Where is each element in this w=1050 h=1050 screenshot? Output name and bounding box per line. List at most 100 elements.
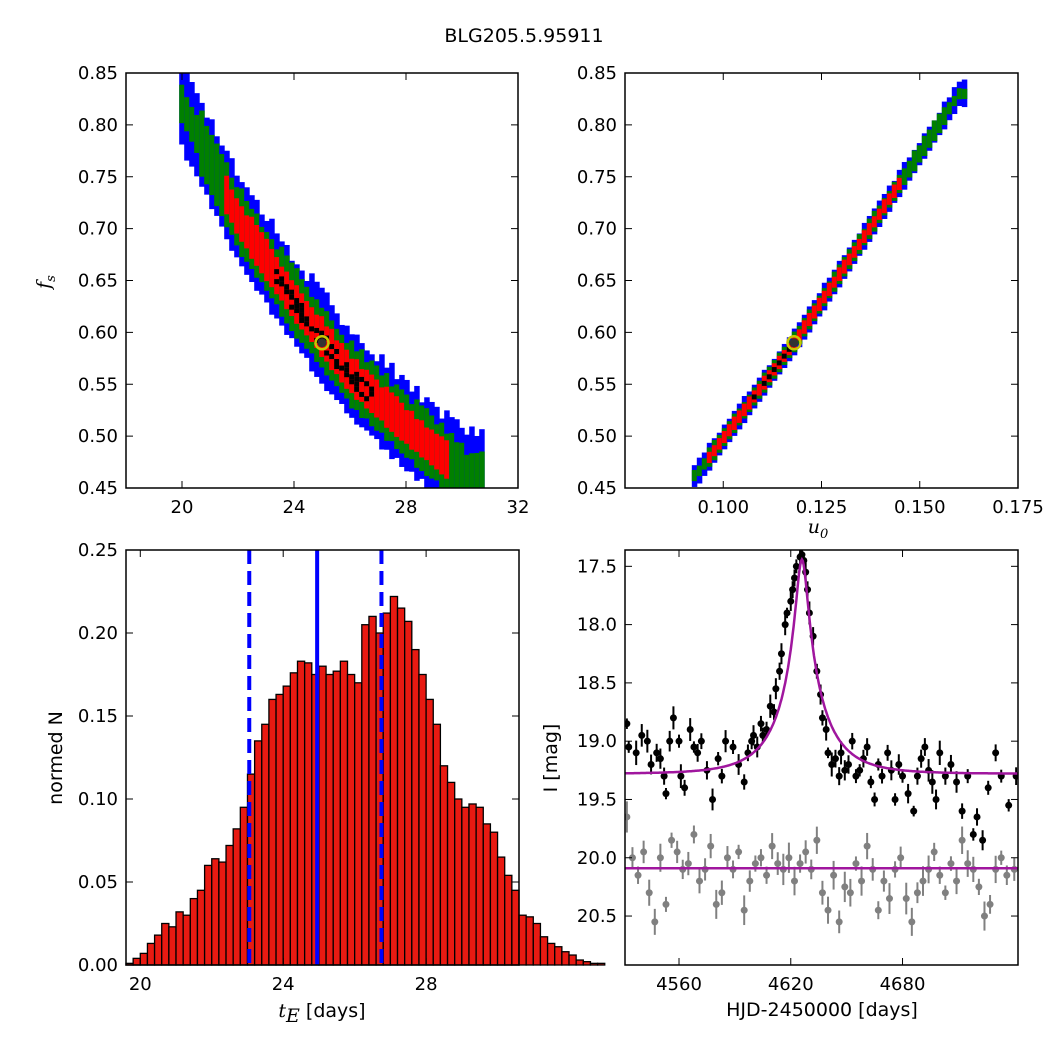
x-tick-label: 0.125	[796, 497, 848, 518]
density-cell-red	[229, 189, 235, 223]
density-cell-red	[726, 424, 733, 437]
histogram-bar	[582, 961, 592, 966]
fs-tE-ticks: 20 24 28 32 0.45 0.50 0.55 0.60 0.65 0.70 0.75 0.80…	[78, 63, 530, 518]
y-tick-label: 18.0	[577, 615, 617, 636]
density-cell-red	[444, 440, 450, 479]
histogram-bar	[161, 922, 170, 966]
density-cell-green	[946, 102, 953, 115]
histogram-bar	[475, 806, 484, 966]
density-cell-black	[344, 367, 350, 373]
density-cell-green	[951, 96, 958, 107]
data-point-black	[824, 749, 832, 757]
data-point-black	[653, 749, 661, 757]
data-point-grey	[751, 860, 759, 868]
data-point-black	[841, 766, 849, 774]
density-cell-black	[314, 327, 320, 333]
density-cell-green	[189, 106, 195, 142]
density-cell-red	[394, 396, 400, 437]
histogram-bar	[153, 934, 163, 966]
data-point-black	[722, 737, 730, 745]
density-cell-green	[926, 129, 933, 148]
y-tick-label: 0.50	[78, 426, 118, 447]
x-tick-label: 24	[272, 974, 295, 995]
data-point-black	[822, 726, 830, 734]
density-cell-green	[474, 453, 480, 488]
data-point-grey	[986, 900, 994, 908]
y-tick-label: 0.45	[78, 478, 118, 499]
density-cell-red	[374, 379, 380, 418]
density-cell-black	[289, 294, 295, 300]
density-cell-red	[756, 383, 763, 396]
density-cell-red	[439, 436, 445, 475]
data-point-black	[969, 830, 977, 838]
density-cell-black	[364, 381, 370, 387]
density-cell-red	[334, 340, 340, 375]
density-cell-black	[364, 396, 370, 402]
histogram-bar	[303, 662, 313, 966]
data-point-black	[776, 667, 784, 675]
density-cell-green	[961, 88, 968, 100]
y-tick-label: 0.55	[78, 374, 118, 395]
histogram-bar	[253, 740, 263, 966]
best-fit-center	[789, 338, 799, 348]
data-point-black	[947, 760, 955, 768]
density-cell-red	[736, 410, 743, 423]
histogram-bar	[504, 874, 513, 966]
density-cell-red	[811, 305, 818, 319]
data-point-black	[772, 685, 780, 693]
density-cell-green	[464, 454, 470, 488]
histogram-bar	[282, 685, 291, 966]
data-point-grey	[818, 889, 826, 897]
data-point-grey	[863, 842, 871, 850]
y-tick-label: 0.70	[577, 219, 617, 240]
data-point-grey	[936, 871, 944, 879]
density-cell-black	[329, 354, 335, 360]
y-tick-label: 0.80	[78, 115, 118, 136]
histogram-bar	[418, 673, 427, 966]
data-point-grey	[846, 889, 854, 897]
density-cell-green	[901, 168, 908, 185]
histogram-bar	[346, 673, 356, 966]
data-point-grey	[757, 854, 765, 862]
density-cell-red	[379, 387, 385, 421]
data-point-black	[958, 807, 966, 815]
data-point-black	[964, 772, 972, 780]
panel-fs-vs-u0: 0.100 0.125 0.150 0.175 0.45 0.50 0.55 0.60 0.65…	[577, 63, 1044, 542]
density-cell-red	[419, 420, 425, 458]
histogram-bar	[196, 889, 206, 966]
data-point-grey	[913, 889, 921, 897]
density-cell-red	[746, 396, 753, 410]
density-cell-black	[349, 379, 355, 385]
density-cell-black	[369, 391, 375, 397]
histogram-bar	[546, 942, 556, 966]
density-cell-black	[274, 279, 280, 285]
fs-u0-ticks: 0.100 0.125 0.150 0.175 0.45 0.50 0.55 0.60 0.65…	[577, 63, 1044, 518]
density-cell-red	[339, 343, 345, 383]
histogram-bar	[561, 951, 570, 966]
density-cell-green	[906, 160, 913, 178]
density-cell-black	[354, 376, 360, 382]
fs-u0-xlabel: u0	[808, 516, 829, 542]
density-cell-red	[254, 224, 260, 266]
x-tick-label: 4560	[656, 974, 702, 995]
data-point-black	[878, 772, 886, 780]
data-point-grey	[830, 871, 838, 879]
histogram-bar	[532, 922, 542, 966]
data-point-black	[632, 749, 640, 757]
data-point-black	[740, 778, 748, 786]
data-point-black	[643, 737, 651, 745]
density-cell-red	[384, 386, 390, 428]
data-point-black	[656, 755, 664, 763]
density-cell-red	[836, 267, 843, 281]
density-cell-black	[319, 330, 325, 336]
y-tick-label: 0.55	[577, 374, 617, 395]
density-cell-black	[274, 269, 280, 275]
density-cell-red	[264, 238, 270, 282]
x-tick-label: 28	[415, 974, 438, 995]
histogram-bar	[596, 962, 606, 966]
histogram-bar	[518, 914, 527, 966]
density-cell-black	[354, 381, 360, 387]
density-cell-green	[459, 442, 465, 488]
density-cell-black	[319, 335, 325, 341]
